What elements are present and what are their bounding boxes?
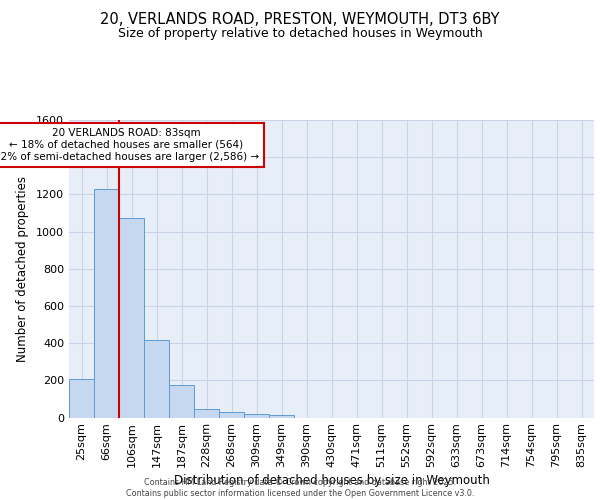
Bar bbox=[69, 380, 94, 418]
Text: Size of property relative to detached houses in Weymouth: Size of property relative to detached ho… bbox=[118, 28, 482, 40]
Y-axis label: Number of detached properties: Number of detached properties bbox=[16, 176, 29, 362]
Bar bbox=[169, 385, 194, 418]
Bar bbox=[119, 218, 144, 418]
Bar bbox=[144, 340, 169, 417]
Bar bbox=[94, 189, 119, 418]
Text: 20, VERLANDS ROAD, PRESTON, WEYMOUTH, DT3 6BY: 20, VERLANDS ROAD, PRESTON, WEYMOUTH, DT… bbox=[100, 12, 500, 28]
Bar bbox=[244, 414, 269, 418]
X-axis label: Distribution of detached houses by size in Weymouth: Distribution of detached houses by size … bbox=[173, 474, 490, 488]
Bar bbox=[219, 412, 244, 418]
Text: 20 VERLANDS ROAD: 83sqm
← 18% of detached houses are smaller (564)
82% of semi-d: 20 VERLANDS ROAD: 83sqm ← 18% of detache… bbox=[0, 128, 259, 162]
Bar bbox=[194, 409, 219, 418]
Bar bbox=[269, 416, 294, 418]
Text: Contains HM Land Registry data © Crown copyright and database right 2025.
Contai: Contains HM Land Registry data © Crown c… bbox=[126, 478, 474, 498]
